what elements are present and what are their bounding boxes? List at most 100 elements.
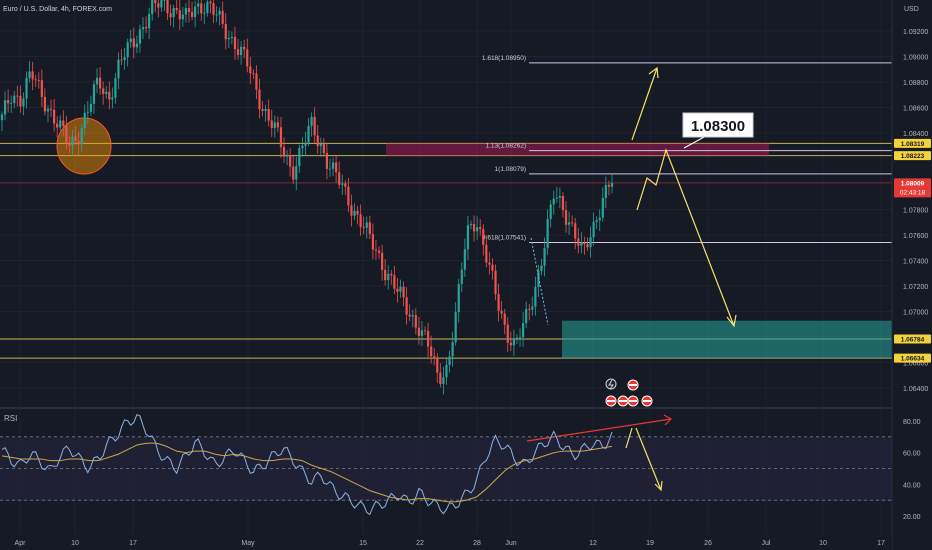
callout-label: 1.08300 bbox=[691, 118, 745, 135]
candle-body bbox=[387, 273, 390, 281]
candle-body bbox=[479, 227, 482, 229]
price-tick-label: 1.08400 bbox=[903, 131, 928, 138]
candle-body bbox=[154, 0, 157, 4]
candle-body bbox=[233, 36, 237, 50]
candle-body bbox=[518, 337, 522, 338]
candle-body bbox=[190, 11, 194, 17]
price-tick-label: 1.07200 bbox=[903, 284, 928, 291]
candle-body bbox=[160, 0, 163, 8]
candle-body bbox=[476, 227, 479, 232]
candle-body bbox=[469, 224, 473, 226]
candle-body bbox=[148, 14, 151, 29]
fib-level-label: 1.618(1.08950) bbox=[482, 55, 526, 62]
candle-body bbox=[365, 222, 368, 228]
candle-body bbox=[423, 330, 427, 332]
candle-body bbox=[515, 337, 519, 339]
currency-label: USD bbox=[904, 6, 919, 13]
candle-body bbox=[246, 49, 249, 67]
time-tick-label: Jul bbox=[762, 540, 771, 547]
candle-body bbox=[433, 356, 436, 358]
price-badges: 1.08319 1.08223 1.08009 02:43:18 1.06784 1.06… bbox=[894, 138, 931, 363]
candle-body bbox=[267, 108, 270, 121]
event-markers[interactable] bbox=[605, 378, 653, 407]
candle-body bbox=[347, 186, 350, 206]
candle-body bbox=[243, 46, 246, 50]
candle-body bbox=[138, 29, 142, 44]
candle-body bbox=[488, 262, 491, 265]
symbol-title: Euro / U.S. Dollar, 4h, FOREX.com bbox=[3, 6, 112, 13]
candle-body bbox=[117, 59, 120, 79]
candle-body bbox=[123, 57, 126, 61]
price-scale[interactable] bbox=[892, 0, 932, 550]
arrow-rsi-down bbox=[635, 427, 663, 492]
candle-body bbox=[194, 6, 197, 17]
candle-body bbox=[411, 315, 414, 317]
price-badge-value: 1.08223 bbox=[901, 153, 925, 160]
candle-body bbox=[307, 125, 310, 143]
time-tick-label: 17 bbox=[877, 540, 885, 547]
candle-body bbox=[279, 127, 283, 147]
candle-body bbox=[601, 198, 604, 218]
candle-body bbox=[135, 43, 138, 48]
price-badge-value: 1.06634 bbox=[901, 356, 925, 363]
rsi-label: RSI bbox=[4, 414, 17, 423]
candle-body bbox=[439, 372, 442, 384]
candle-body bbox=[512, 338, 516, 346]
time-scale[interactable] bbox=[0, 534, 892, 550]
candle-body bbox=[552, 198, 555, 205]
candle-body bbox=[252, 73, 255, 75]
support-zone[interactable] bbox=[562, 320, 892, 359]
candle-body bbox=[454, 312, 457, 343]
us-flag-icon[interactable] bbox=[627, 395, 639, 407]
candle-body bbox=[132, 38, 135, 48]
arrow-down-path bbox=[636, 148, 737, 328]
candle-body bbox=[206, 1, 209, 13]
candle-body bbox=[503, 313, 506, 325]
candle-body bbox=[264, 108, 267, 111]
candle-body bbox=[184, 8, 188, 15]
candle-body bbox=[564, 210, 568, 225]
candle-body bbox=[255, 73, 258, 90]
candle-body bbox=[604, 184, 607, 199]
candle-body bbox=[328, 168, 332, 170]
us-flag-icon[interactable] bbox=[627, 379, 639, 391]
candle-body bbox=[22, 98, 25, 107]
candle-body bbox=[420, 330, 424, 336]
candle-body bbox=[451, 342, 454, 357]
us-flag-icon[interactable] bbox=[641, 395, 653, 407]
time-tick-label: 12 bbox=[589, 540, 597, 547]
callout-leader bbox=[683, 135, 707, 149]
callout-box[interactable] bbox=[682, 112, 754, 138]
candle-body bbox=[353, 210, 356, 216]
candle-body bbox=[203, 12, 206, 14]
candle-body bbox=[506, 324, 509, 343]
candle-body bbox=[310, 116, 313, 126]
time-tick-label: 10 bbox=[819, 540, 827, 547]
candle-body bbox=[175, 8, 178, 11]
price-tick-label: 1.07400 bbox=[903, 259, 928, 266]
candle-body bbox=[331, 162, 335, 169]
candle-body bbox=[31, 71, 34, 80]
lightning-icon[interactable] bbox=[605, 378, 617, 390]
candle-body bbox=[472, 224, 476, 232]
candle-body bbox=[261, 109, 264, 111]
us-flag-icon[interactable] bbox=[605, 395, 617, 407]
fib-level-label: 1(1.08079) bbox=[495, 166, 526, 173]
candle-body bbox=[178, 10, 181, 20]
candle-body bbox=[141, 26, 145, 30]
candle-body bbox=[610, 183, 614, 187]
candle-body bbox=[546, 218, 549, 249]
candle-body bbox=[166, 0, 169, 14]
price-axis-labels: 1.09200 1.09000 1.08800 1.08600 1.08400 1.078… bbox=[903, 29, 928, 393]
candle-body bbox=[414, 315, 417, 328]
horizontal-levels bbox=[0, 142, 892, 359]
candle-body bbox=[224, 23, 227, 40]
candle-body bbox=[402, 286, 405, 298]
resistance-zone[interactable] bbox=[386, 143, 769, 156]
candle-body bbox=[13, 95, 16, 104]
us-flag-icon[interactable] bbox=[617, 395, 629, 407]
candle-body bbox=[377, 250, 381, 253]
candle-body bbox=[77, 141, 80, 145]
candle-body bbox=[86, 111, 89, 113]
